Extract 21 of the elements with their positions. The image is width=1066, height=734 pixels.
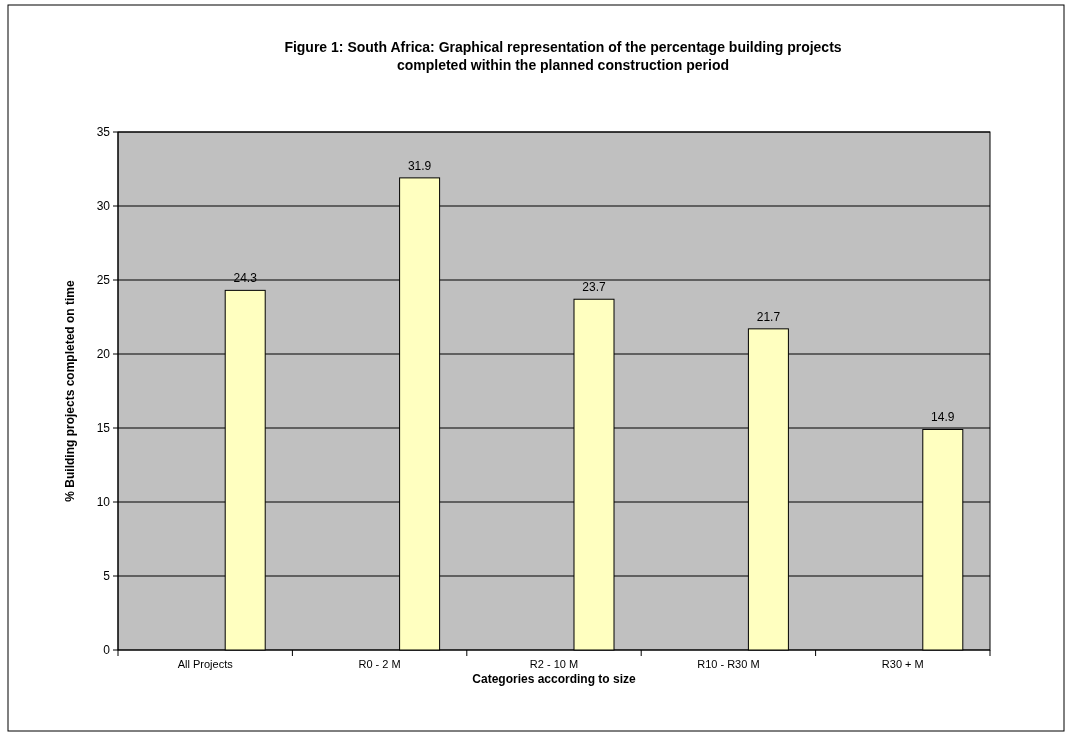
y-tick-label: 5 [103,569,111,584]
x-axis-title: Categories according to size [472,672,637,686]
x-tick-label: R2 - 10 M [529,658,579,670]
data-label: 14.9 [931,410,955,425]
chart-title: Figure 1: South Africa: Graphical representation of the percentage building projects completed within the planned construction period [284,39,842,73]
y-tick-label: 30 [96,199,111,214]
y-tick-label: 0 [103,643,111,658]
y-tick-label: 10 [96,495,111,510]
data-label: 24.3 [233,271,258,286]
y-tick-label: 20 [96,347,111,362]
data-label: 23.7 [582,280,606,295]
y-axis-title: % Building projects completed on time [63,280,77,502]
y-tick-label: 25 [96,273,111,288]
data-label: 31.9 [407,158,432,173]
x-tick-label: All Projects [177,658,234,670]
x-tick-label: R0 - 2 M [358,658,401,670]
y-tick-label: 35 [96,125,111,140]
y-tick-label: 15 [96,421,111,436]
x-tick-label: R10 - R30 M [697,658,760,670]
data-label: 21.7 [756,309,781,324]
x-tick-label: R30 + M [881,658,924,670]
